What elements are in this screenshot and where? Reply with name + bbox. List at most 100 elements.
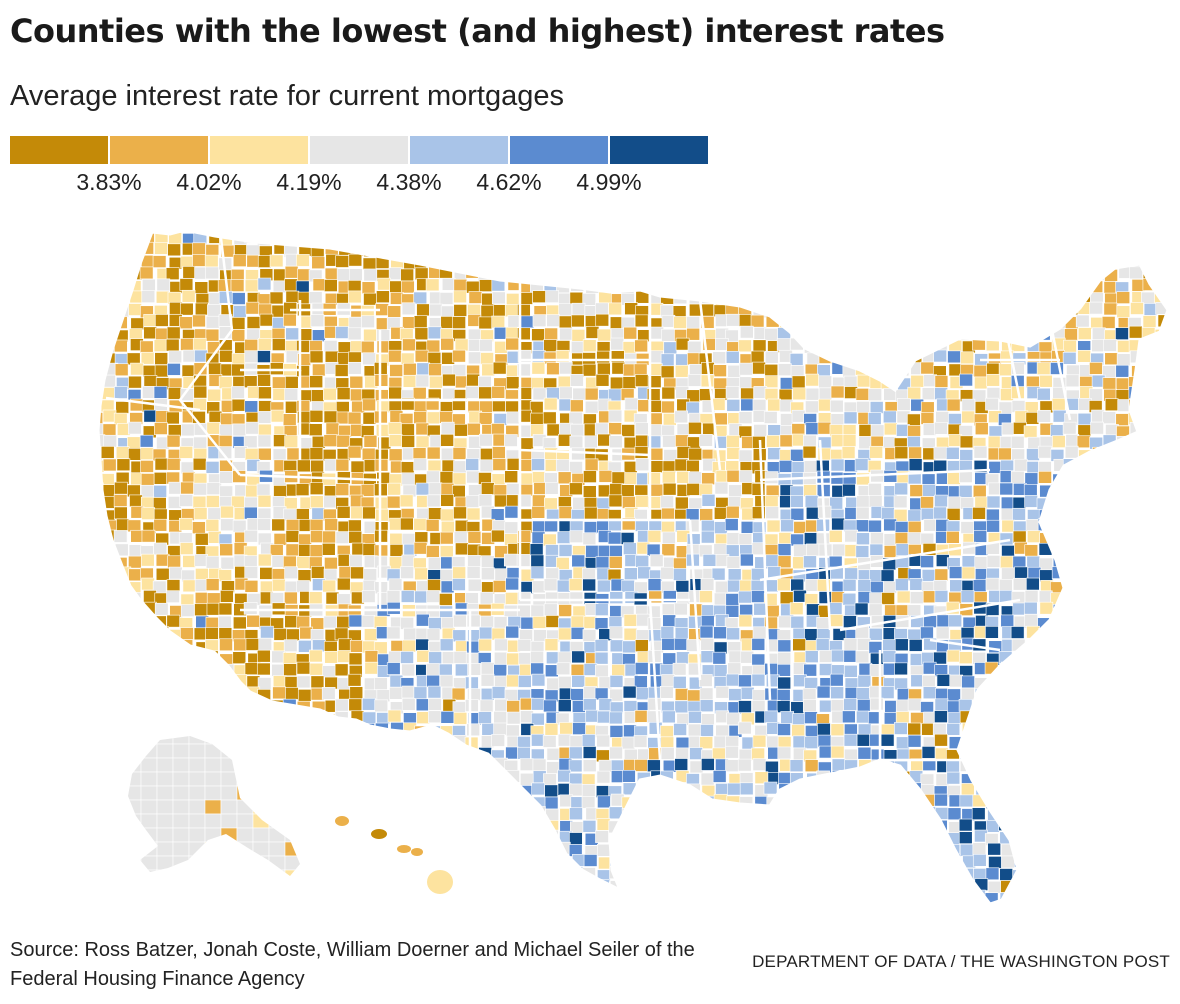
county-cell bbox=[831, 879, 846, 893]
county-cell bbox=[819, 784, 834, 798]
county-cell bbox=[609, 688, 623, 702]
county-cell bbox=[1142, 399, 1156, 412]
county-cell bbox=[569, 482, 583, 496]
county-cell bbox=[895, 916, 908, 920]
county-cell bbox=[909, 845, 923, 859]
county-cell bbox=[1014, 915, 1027, 920]
county-cell bbox=[947, 890, 962, 903]
county-cell bbox=[806, 304, 820, 318]
county-cell bbox=[1051, 749, 1065, 762]
county-cell bbox=[245, 301, 260, 315]
county-cell bbox=[1088, 745, 1103, 759]
county-cell bbox=[1102, 698, 1117, 711]
county-cell bbox=[778, 303, 792, 317]
county-cell bbox=[791, 266, 805, 280]
county-cell bbox=[1011, 688, 1026, 702]
county-cell bbox=[869, 401, 884, 414]
county-cell bbox=[532, 314, 547, 327]
county-cell bbox=[752, 361, 766, 375]
county-cell bbox=[675, 736, 690, 750]
county-cell bbox=[843, 733, 858, 747]
county-cell bbox=[623, 460, 638, 474]
county-cell bbox=[364, 793, 379, 807]
county-cell bbox=[1102, 602, 1116, 615]
county-cell bbox=[714, 869, 729, 882]
county-cell bbox=[1040, 289, 1054, 303]
county-cell bbox=[844, 748, 858, 762]
county-cell bbox=[740, 819, 755, 832]
county-cell bbox=[884, 830, 898, 843]
county-cell bbox=[725, 386, 740, 399]
county-cell bbox=[282, 413, 297, 426]
county-cell bbox=[258, 386, 272, 400]
county-cell bbox=[258, 901, 273, 904]
county-cell bbox=[660, 230, 675, 243]
county-cell bbox=[273, 758, 287, 771]
county-cell bbox=[1077, 424, 1092, 438]
county-cell bbox=[259, 567, 273, 580]
county-cell bbox=[285, 327, 299, 341]
county-cell bbox=[868, 328, 883, 341]
county-cell bbox=[790, 892, 805, 904]
county-cell bbox=[908, 856, 923, 870]
county-cell bbox=[1129, 266, 1143, 280]
county-cell bbox=[529, 401, 544, 414]
county-cell bbox=[322, 665, 336, 679]
county-cell bbox=[349, 916, 362, 920]
county-cell bbox=[1155, 771, 1168, 785]
county-cell bbox=[481, 722, 496, 736]
county-cell bbox=[1092, 665, 1106, 679]
county-cell bbox=[907, 734, 922, 748]
county-cell bbox=[1117, 878, 1132, 891]
county-cell bbox=[633, 735, 648, 748]
county-cell bbox=[453, 278, 468, 292]
county-cell bbox=[429, 375, 443, 389]
county-cell bbox=[543, 916, 556, 920]
county-cell bbox=[1090, 485, 1104, 498]
county-cell bbox=[117, 725, 132, 738]
county-cell bbox=[389, 544, 404, 557]
county-cell bbox=[1040, 257, 1054, 270]
county-cell bbox=[139, 340, 154, 354]
county-cell bbox=[623, 614, 638, 627]
county-cell bbox=[701, 244, 716, 258]
county-cell bbox=[207, 507, 222, 521]
county-cell bbox=[819, 893, 834, 904]
county-cell bbox=[130, 652, 145, 666]
county-cell bbox=[452, 566, 466, 580]
county-cell bbox=[467, 877, 481, 891]
county-cell bbox=[1038, 891, 1053, 904]
county-cell bbox=[598, 233, 612, 246]
county-cell bbox=[452, 821, 467, 835]
county-cell bbox=[1001, 567, 1015, 581]
county-cell bbox=[1025, 845, 1040, 858]
county-cell bbox=[739, 579, 753, 593]
county-cell bbox=[831, 230, 845, 243]
county-cell bbox=[505, 746, 519, 760]
county-cell bbox=[479, 699, 494, 713]
county-cell bbox=[336, 615, 351, 629]
county-cell bbox=[102, 821, 116, 835]
county-cell bbox=[140, 878, 155, 892]
county-cell bbox=[141, 290, 156, 303]
county-cell bbox=[1001, 422, 1016, 436]
county-cell bbox=[987, 242, 1001, 256]
county-cell bbox=[830, 843, 844, 857]
county-cell bbox=[609, 675, 624, 688]
county-cell bbox=[804, 579, 819, 592]
county-cell bbox=[738, 449, 753, 463]
county-cell bbox=[1154, 507, 1168, 520]
county-cell bbox=[583, 663, 598, 676]
county-cell bbox=[1130, 470, 1145, 483]
county-cell bbox=[713, 664, 728, 677]
county-cell bbox=[751, 253, 766, 267]
county-cell bbox=[257, 434, 272, 448]
county-cell bbox=[1116, 629, 1130, 642]
county-cell bbox=[571, 314, 585, 328]
county-cell bbox=[855, 650, 870, 664]
county-cell bbox=[780, 906, 793, 918]
county-cell bbox=[1129, 819, 1144, 832]
county-cell bbox=[220, 518, 234, 532]
county-cell bbox=[988, 711, 1002, 724]
county-cell bbox=[140, 447, 154, 460]
